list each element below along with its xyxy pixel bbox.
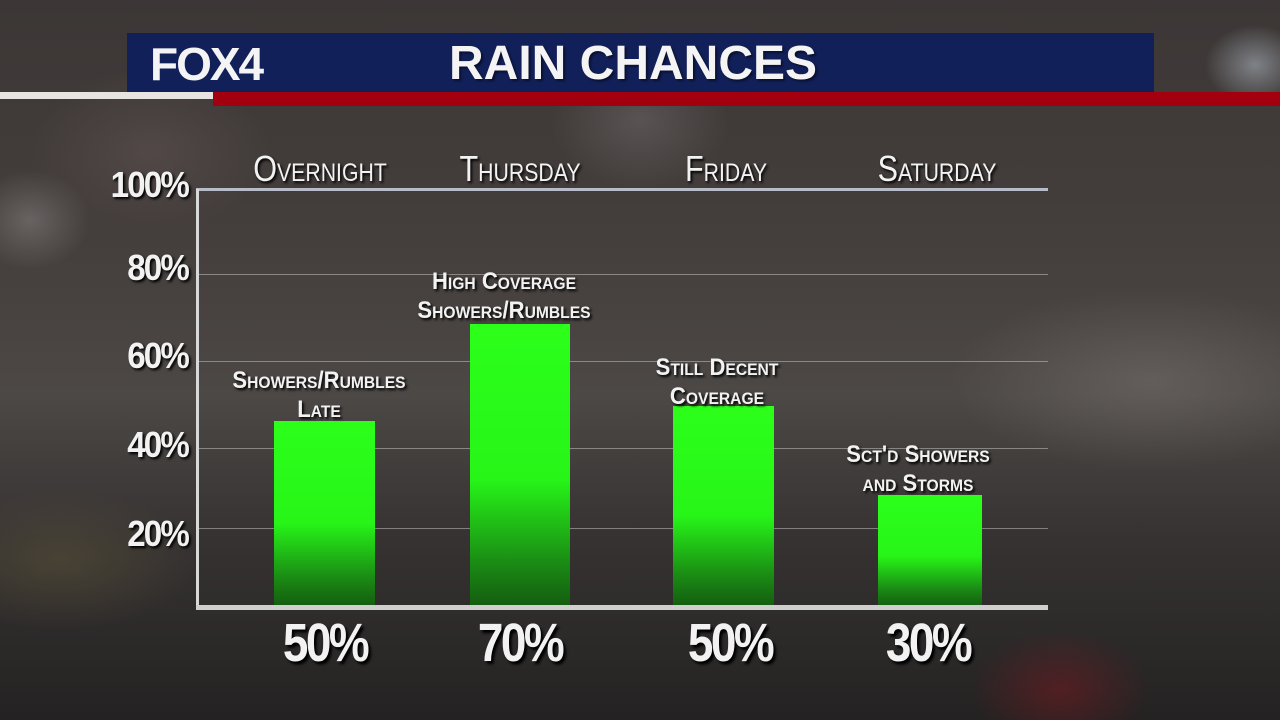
annotation-line: Still Decent xyxy=(655,354,779,381)
annotation-line: Showers/Rumbles xyxy=(232,367,406,394)
y-tick-100: 100% xyxy=(110,164,190,205)
gridline-80 xyxy=(199,274,1048,275)
header-stripe-white xyxy=(0,92,214,99)
header-banner xyxy=(127,33,1154,93)
value-overnight: 50% xyxy=(282,613,370,673)
annotation-friday: Still Decent Coverage xyxy=(579,353,855,411)
bar-saturday xyxy=(878,495,982,606)
y-tick-80: 80% xyxy=(127,247,190,288)
bar-thursday xyxy=(470,324,570,606)
gridline-60 xyxy=(199,361,1048,362)
y-tick-60: 60% xyxy=(127,335,190,376)
annotation-line: and Storms xyxy=(862,470,974,497)
value-saturday: 30% xyxy=(885,613,973,673)
bar-friday xyxy=(673,406,774,606)
annotation-thursday: High Coverage Showers/Rumbles xyxy=(366,267,642,325)
value-friday: 50% xyxy=(687,613,775,673)
category-friday: Friday xyxy=(684,148,768,189)
fox4-logo: FOX4 xyxy=(150,38,264,90)
chart-top-border xyxy=(196,188,1048,191)
category-overnight: Overnight xyxy=(253,148,387,189)
bar-overnight xyxy=(274,421,375,606)
annotation-overnight: Showers/Rumbles Late xyxy=(181,366,457,424)
annotation-saturday: Sct'd Showers and Storms xyxy=(780,440,1056,498)
annotation-line: Showers/Rumbles xyxy=(417,297,591,324)
y-tick-40: 40% xyxy=(127,424,190,465)
category-saturday: Saturday xyxy=(877,148,997,189)
y-axis xyxy=(196,189,199,609)
x-axis xyxy=(196,605,1048,610)
annotation-line: Late xyxy=(297,396,341,423)
y-tick-20: 20% xyxy=(127,513,190,554)
gridline-40 xyxy=(199,448,1048,449)
annotation-line: Sct'd Showers xyxy=(846,441,990,468)
gridline-20 xyxy=(199,528,1048,529)
header-stripe-red xyxy=(213,92,1280,106)
annotation-line: High Coverage xyxy=(431,268,577,295)
category-thursday: Thursday xyxy=(459,148,581,189)
annotation-line: Coverage xyxy=(669,383,765,410)
page-title: RAIN CHANCES xyxy=(449,37,818,90)
value-thursday: 70% xyxy=(477,613,565,673)
